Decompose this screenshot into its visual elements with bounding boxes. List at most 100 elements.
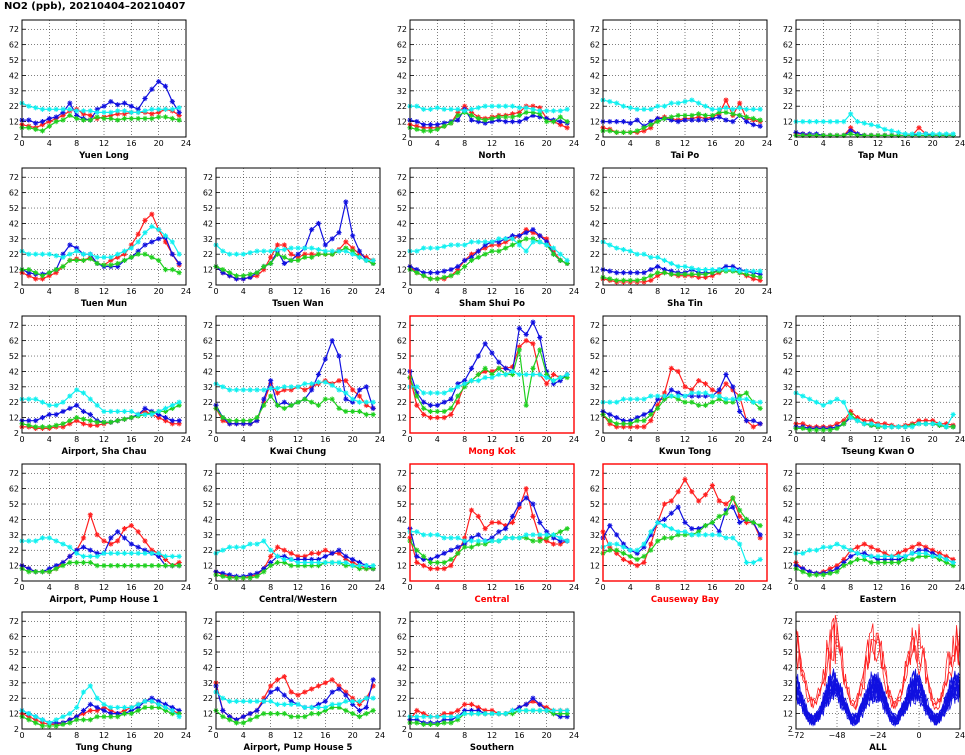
y-tick-label: 62: [9, 633, 19, 642]
data-point: [523, 707, 529, 714]
data-point: [441, 566, 447, 572]
x-tick-label: 20: [928, 435, 938, 444]
data-point: [149, 547, 155, 553]
data-point: [281, 701, 287, 707]
x-tick-label: 0: [407, 435, 412, 444]
data-point: [288, 714, 294, 720]
data-point: [689, 265, 695, 271]
data-point: [544, 115, 550, 122]
data-point: [87, 251, 93, 257]
data-point: [648, 418, 654, 424]
data-point: [634, 550, 640, 556]
data-point: [523, 371, 529, 378]
y-tick-label: 22: [9, 250, 19, 259]
data-point: [509, 711, 516, 717]
series-line-cyan: [602, 241, 761, 272]
x-tick-label: 20: [542, 583, 552, 592]
data-point: [820, 544, 826, 550]
data-point: [434, 408, 440, 415]
y-tick-label: 2: [208, 429, 213, 438]
y-tick-label: 32: [397, 87, 407, 96]
data-point: [950, 556, 956, 563]
data-point: [46, 411, 52, 418]
data-point: [434, 721, 440, 727]
data-point: [523, 532, 529, 538]
x-tick-label: 8: [655, 287, 660, 296]
data-point: [350, 559, 356, 566]
y-tick-label: 62: [783, 41, 793, 50]
data-point: [682, 393, 688, 399]
data-point: [564, 538, 570, 544]
x-tick-label: 4: [435, 583, 440, 592]
data-point: [827, 399, 833, 405]
y-tick-label: 12: [783, 414, 793, 423]
data-point: [564, 714, 570, 720]
x-tick-label: 24: [762, 287, 772, 296]
data-point: [655, 263, 661, 270]
data-point: [315, 246, 322, 253]
data-point: [868, 544, 874, 550]
data-point: [462, 378, 468, 384]
data-point: [94, 532, 100, 538]
data-point: [848, 131, 854, 137]
y-tick-label: 22: [203, 694, 213, 703]
plot-frame: [409, 463, 575, 582]
data-point: [414, 553, 420, 559]
data-point: [427, 390, 434, 396]
data-point: [156, 553, 162, 559]
x-tick-label: 16: [320, 435, 330, 444]
data-point: [696, 532, 702, 538]
data-point: [750, 424, 756, 430]
y-tick-label: 32: [397, 383, 407, 392]
data-point: [813, 427, 820, 433]
data-point: [315, 563, 322, 569]
data-point: [441, 717, 447, 723]
y-tick-label: 62: [397, 337, 407, 346]
y-tick-label: 32: [9, 531, 19, 540]
y-tick-label: 62: [590, 41, 600, 50]
data-point: [121, 535, 128, 541]
data-point: [176, 553, 182, 559]
data-point: [462, 381, 468, 387]
data-point: [757, 117, 763, 123]
data-point: [709, 532, 715, 538]
y-tick-label: 72: [9, 25, 19, 34]
x-tick-label: 24: [569, 435, 579, 444]
data-point: [455, 381, 461, 387]
data-point: [848, 547, 854, 553]
data-point: [702, 390, 709, 396]
y-tick-label: 62: [590, 189, 600, 198]
data-point: [716, 106, 722, 112]
x-tick-label: 0: [19, 435, 24, 444]
data-point: [462, 108, 468, 114]
data-point: [950, 131, 956, 137]
y-tick-label: 52: [397, 648, 407, 657]
data-point: [448, 273, 454, 279]
series-line-red: [21, 512, 180, 573]
data-point: [80, 535, 87, 541]
y-tick-label: 22: [397, 250, 407, 259]
data-point: [661, 257, 668, 263]
data-point: [696, 274, 702, 280]
data-point: [427, 556, 434, 563]
data-point: [26, 717, 32, 723]
data-point: [509, 535, 516, 541]
data-point: [696, 402, 702, 408]
data-point: [743, 268, 750, 274]
data-point: [302, 704, 308, 711]
data-point: [441, 120, 447, 126]
data-point: [923, 553, 929, 559]
data-point: [916, 418, 922, 424]
data-point: [889, 424, 895, 430]
x-tick-label: 4: [47, 287, 52, 296]
data-point: [730, 106, 736, 112]
data-point: [135, 544, 141, 550]
data-point: [516, 371, 522, 378]
data-point: [363, 566, 369, 572]
x-tick-label: 4: [628, 287, 633, 296]
data-point: [875, 559, 881, 566]
data-point: [115, 260, 121, 267]
data-point: [281, 246, 287, 253]
x-tick-label: 4: [821, 435, 826, 444]
data-point: [80, 108, 87, 114]
